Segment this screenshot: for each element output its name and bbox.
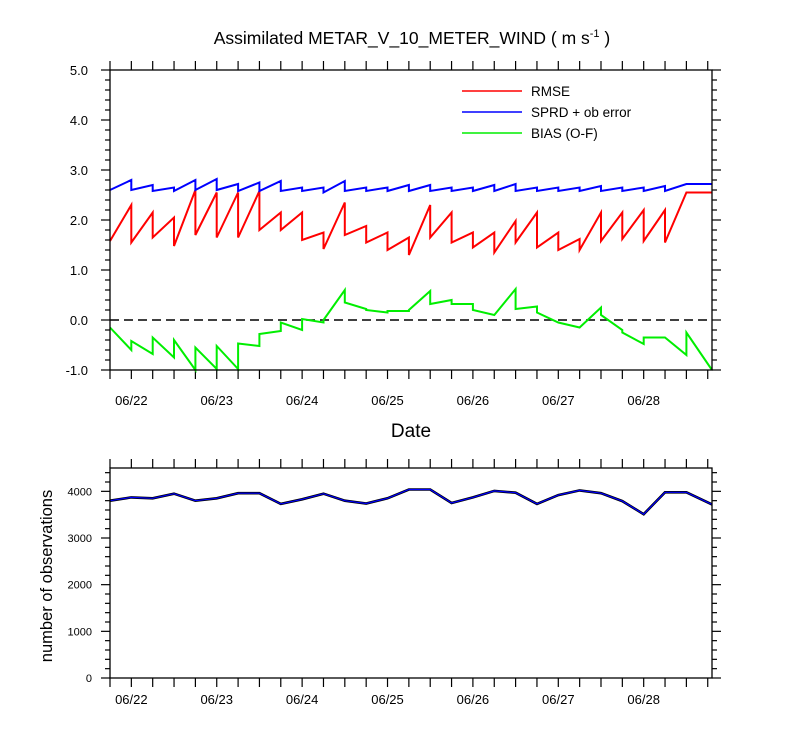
top-y-tick-label: 4.0 xyxy=(70,113,88,128)
legend: RMSE SPRD + ob error BIAS (O-F) xyxy=(462,84,632,141)
bottom-plot-series xyxy=(109,488,713,516)
series-line-sprd xyxy=(109,177,712,195)
top-y-tick-label: 5.0 xyxy=(70,63,88,78)
top-plot-x-axis-label: Date xyxy=(391,421,431,442)
top-x-tick-label: 06/23 xyxy=(200,393,233,408)
bottom-plot-y-tick-labels: 0 1000 2000 3000 4000 xyxy=(68,486,92,685)
top-y-tick-label: 1.0 xyxy=(70,263,88,278)
top-x-tick-label: 06/25 xyxy=(371,393,404,408)
bottom-y-tick-label: 2000 xyxy=(68,580,92,592)
bottom-y-tick-label: 3000 xyxy=(68,533,92,545)
bottom-plot-ticks xyxy=(101,459,721,687)
bottom-x-tick-label: 06/24 xyxy=(286,692,319,707)
bottom-x-tick-label: 06/27 xyxy=(542,692,575,707)
top-plot-x-tick-labels: 06/22 06/23 06/24 06/25 06/26 06/27 06/28 xyxy=(115,393,660,408)
top-plot: 5.04.03.02.01.00.0-1.0 06/22 06/23 06/24 06… xyxy=(66,61,721,442)
bottom-y-tick-label: 4000 xyxy=(68,486,92,498)
top-y-tick-label: -1.0 xyxy=(66,363,88,378)
chart-title-superscript: -1 xyxy=(590,28,600,40)
legend-rmse-label: RMSE xyxy=(531,84,570,99)
chart-title: Assimilated METAR_V_10_METER_WIND ( m s-… xyxy=(214,28,611,49)
top-x-tick-label: 06/24 xyxy=(286,393,319,408)
top-plot-frame xyxy=(109,69,713,371)
observations-line-black xyxy=(109,488,713,516)
bottom-y-tick-label: 1000 xyxy=(68,626,92,638)
top-plot-series xyxy=(109,177,713,374)
bottom-plot-y-axis-label: number of observations xyxy=(38,490,56,662)
bottom-plot-x-tick-labels: 06/22 06/23 06/24 06/25 06/26 06/27 06/28 xyxy=(115,692,660,707)
bottom-x-tick-label: 06/22 xyxy=(115,692,148,707)
series-line-bias xyxy=(109,286,713,374)
top-x-tick-label: 06/27 xyxy=(542,393,575,408)
bottom-plot-frame xyxy=(109,467,713,679)
legend-sprd-label: SPRD + ob error xyxy=(531,105,632,120)
top-x-tick-label: 06/22 xyxy=(115,393,148,408)
bottom-x-tick-label: 06/23 xyxy=(200,692,233,707)
top-x-tick-label: 06/28 xyxy=(627,393,660,408)
bottom-x-tick-label: 06/25 xyxy=(371,692,404,707)
top-y-tick-label: 0.0 xyxy=(70,313,88,328)
bottom-x-tick-label: 06/26 xyxy=(457,692,490,707)
chart-title-main: Assimilated METAR_V_10_METER_WIND ( m s xyxy=(214,28,590,49)
top-y-tick-label: 2.0 xyxy=(70,213,88,228)
bottom-x-tick-label: 06/28 xyxy=(627,692,660,707)
top-plot-ticks xyxy=(101,61,721,379)
top-plot-y-tick-labels: 5.0 4.0 3.0 2.0 1.0 0.0 -1.0 xyxy=(66,63,88,378)
chart-title-close: ) xyxy=(600,28,611,48)
top-y-tick-label: 3.0 xyxy=(70,163,88,178)
legend-bias-label: BIAS (O-F) xyxy=(531,126,598,141)
top-x-tick-label: 06/26 xyxy=(457,393,490,408)
bottom-y-tick-label: 0 xyxy=(86,673,92,685)
series-line-rmse xyxy=(109,189,712,256)
observations-line-blue xyxy=(109,488,713,515)
